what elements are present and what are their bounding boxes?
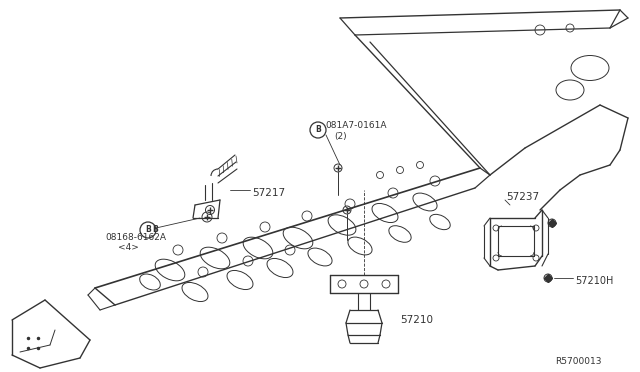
Text: 57217: 57217 (252, 188, 285, 198)
Text: 08168-6162A: 08168-6162A (105, 232, 166, 241)
Text: (2): (2) (334, 132, 347, 141)
Text: R5700013: R5700013 (555, 357, 602, 366)
Text: B: B (152, 225, 157, 234)
Text: B: B (315, 125, 321, 135)
Text: <4>: <4> (118, 244, 139, 253)
Text: 57210H: 57210H (575, 276, 613, 286)
Text: 57237: 57237 (506, 192, 539, 202)
Text: B: B (145, 225, 151, 234)
Text: 57210: 57210 (400, 315, 433, 325)
Text: 081A7-0161A: 081A7-0161A (325, 121, 387, 129)
